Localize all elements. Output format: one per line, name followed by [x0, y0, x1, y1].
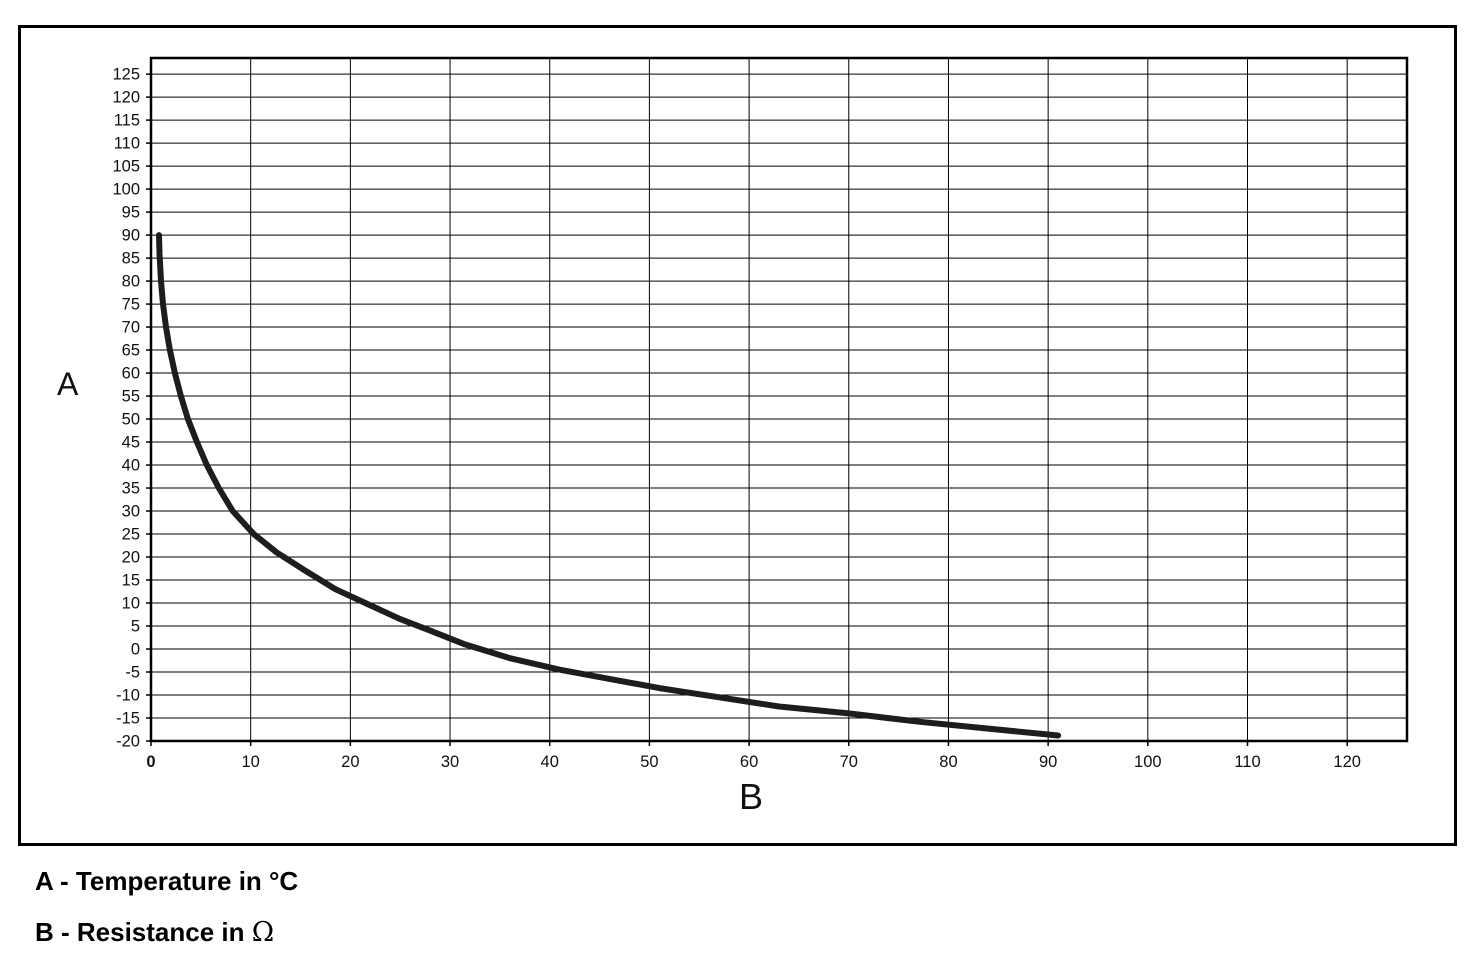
x-axis-label: B: [739, 776, 764, 817]
svg-text:-20: -20: [116, 733, 140, 751]
ntc-resistance-temperature-curve: [156, 232, 1062, 739]
svg-text:90: 90: [1039, 753, 1057, 771]
svg-text:20: 20: [122, 549, 140, 567]
svg-text:50: 50: [640, 753, 658, 771]
svg-text:65: 65: [122, 342, 140, 360]
svg-text:20: 20: [341, 753, 359, 771]
chart-frame: 125 120 115 110 105 100 95 90 85 80 75 70 65 60 55 50 45…: [18, 25, 1457, 846]
svg-text:95: 95: [122, 204, 140, 222]
legend-text-b: B - Resistance in: [35, 917, 252, 947]
svg-text:80: 80: [122, 273, 140, 291]
svg-text:40: 40: [541, 753, 559, 771]
svg-text:40: 40: [122, 457, 140, 475]
svg-text:85: 85: [122, 250, 140, 268]
svg-text:100: 100: [112, 181, 140, 199]
svg-text:75: 75: [122, 296, 140, 314]
svg-text:35: 35: [122, 480, 140, 498]
svg-text:-15: -15: [116, 710, 140, 728]
svg-text:5: 5: [131, 618, 140, 636]
svg-text:50: 50: [122, 411, 140, 429]
legend: A - Temperature in °C B - Resistance in …: [35, 856, 298, 955]
legend-line-resistance: B - Resistance in Ω: [35, 907, 298, 955]
svg-text:70: 70: [122, 319, 140, 337]
svg-text:70: 70: [840, 753, 858, 771]
legend-text-a: A - Temperature in °C: [35, 866, 299, 896]
svg-text:10: 10: [242, 753, 260, 771]
svg-text:30: 30: [441, 753, 459, 771]
svg-text:105: 105: [112, 158, 140, 176]
svg-text:80: 80: [939, 753, 957, 771]
svg-text:90: 90: [122, 227, 140, 245]
svg-text:55: 55: [122, 388, 140, 406]
svg-text:120: 120: [1333, 753, 1361, 771]
svg-text:30: 30: [122, 503, 140, 521]
svg-text:115: 115: [114, 112, 140, 130]
svg-text:-5: -5: [125, 664, 140, 682]
svg-text:25: 25: [122, 526, 140, 544]
svg-text:120: 120: [112, 89, 140, 107]
temperature-resistance-chart: 1251201151101051009590858075706560555045…: [112, 56, 1409, 771]
svg-text:-10: -10: [116, 687, 140, 705]
y-axis-label: A: [57, 366, 79, 402]
svg-text:100: 100: [1134, 753, 1162, 771]
svg-text:60: 60: [122, 365, 140, 383]
svg-text:0: 0: [131, 641, 140, 659]
legend-symbol-b: Ω: [251, 917, 275, 948]
svg-text:125: 125: [112, 66, 140, 84]
svg-text:60: 60: [740, 753, 758, 771]
svg-text:0: 0: [146, 753, 155, 771]
svg-text:10: 10: [122, 595, 140, 613]
legend-line-temperature: A - Temperature in °C: [35, 856, 298, 907]
svg-text:110: 110: [114, 135, 140, 153]
svg-text:45: 45: [122, 434, 140, 452]
svg-text:15: 15: [122, 572, 140, 590]
svg-text:110: 110: [1234, 753, 1260, 771]
